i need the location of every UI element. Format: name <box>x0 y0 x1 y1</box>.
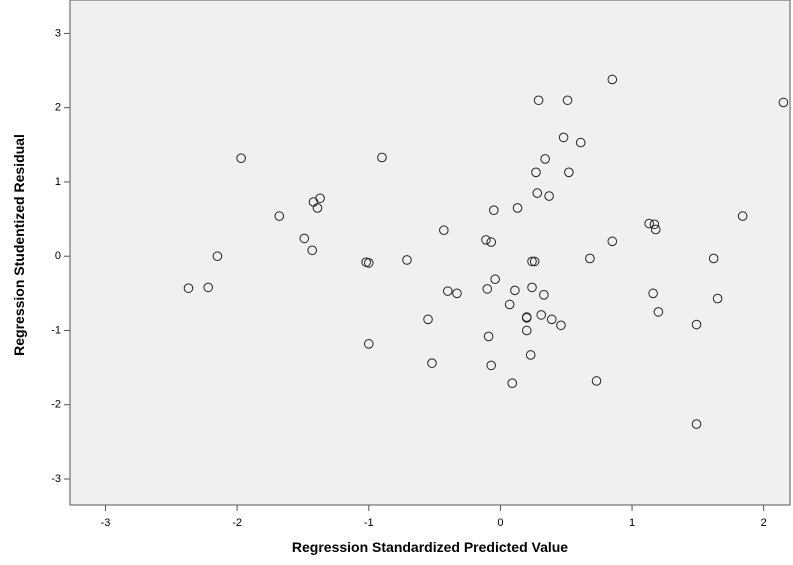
point <box>691 319 702 330</box>
point <box>607 74 618 85</box>
point <box>315 193 325 204</box>
point <box>482 284 493 294</box>
point <box>489 205 499 215</box>
point <box>644 218 654 229</box>
point <box>183 283 194 293</box>
point <box>540 154 550 164</box>
point <box>529 256 540 267</box>
point <box>556 320 566 331</box>
point <box>778 97 789 108</box>
point <box>481 235 491 245</box>
point <box>483 331 494 342</box>
point <box>564 167 574 178</box>
point <box>307 245 317 256</box>
point <box>521 312 532 322</box>
point <box>546 314 557 325</box>
y-tick-label: -2 <box>51 399 61 411</box>
point <box>452 288 462 299</box>
point <box>363 258 374 268</box>
point <box>531 167 541 178</box>
point <box>510 285 520 296</box>
point <box>558 132 569 143</box>
point <box>544 191 554 201</box>
point <box>507 378 518 389</box>
point <box>585 253 595 264</box>
x-tick-label: -2 <box>232 517 242 529</box>
point <box>377 152 387 163</box>
point <box>299 233 310 244</box>
x-tick-label: -3 <box>101 517 111 529</box>
point <box>486 237 497 247</box>
point <box>236 153 246 163</box>
y-axis-label: Regression Studentized Residual <box>11 134 27 356</box>
plot-area <box>69 0 791 506</box>
point <box>521 325 532 336</box>
point <box>203 282 214 293</box>
point <box>737 211 748 221</box>
x-tick-label: 0 <box>497 517 503 529</box>
point <box>536 310 547 320</box>
point <box>533 95 544 106</box>
point <box>527 282 537 293</box>
point <box>649 219 660 230</box>
y-tick-label: -1 <box>51 324 61 336</box>
point <box>532 188 543 198</box>
point <box>423 314 433 325</box>
point <box>527 256 537 267</box>
point <box>312 203 323 213</box>
point <box>427 358 437 368</box>
point <box>607 236 618 247</box>
point <box>274 211 285 221</box>
point <box>648 288 658 299</box>
point <box>439 225 449 236</box>
y-tick-label: -3 <box>51 473 61 485</box>
x-tick-label: 2 <box>761 517 767 529</box>
x-tick-label: 1 <box>629 517 635 529</box>
point <box>712 293 723 304</box>
y-tick-label: 1 <box>55 176 61 188</box>
x-tick-label: -1 <box>364 517 374 529</box>
x-axis-label: Regression Standardized Predicted Value <box>292 539 568 555</box>
point <box>490 274 500 285</box>
point <box>591 376 602 386</box>
point <box>525 350 536 360</box>
point <box>691 419 702 429</box>
point <box>575 137 586 148</box>
y-tick-label: 3 <box>55 27 61 39</box>
point <box>650 224 661 235</box>
point <box>512 203 523 213</box>
point <box>708 253 719 264</box>
point <box>212 251 223 262</box>
point <box>402 255 412 265</box>
point <box>363 339 374 349</box>
point <box>539 290 549 300</box>
point <box>562 95 573 106</box>
point <box>486 360 497 371</box>
y-tick-label: 2 <box>55 102 61 114</box>
point <box>442 286 453 296</box>
point <box>504 299 515 310</box>
y-tick-label: 0 <box>55 250 61 262</box>
point <box>653 307 664 317</box>
